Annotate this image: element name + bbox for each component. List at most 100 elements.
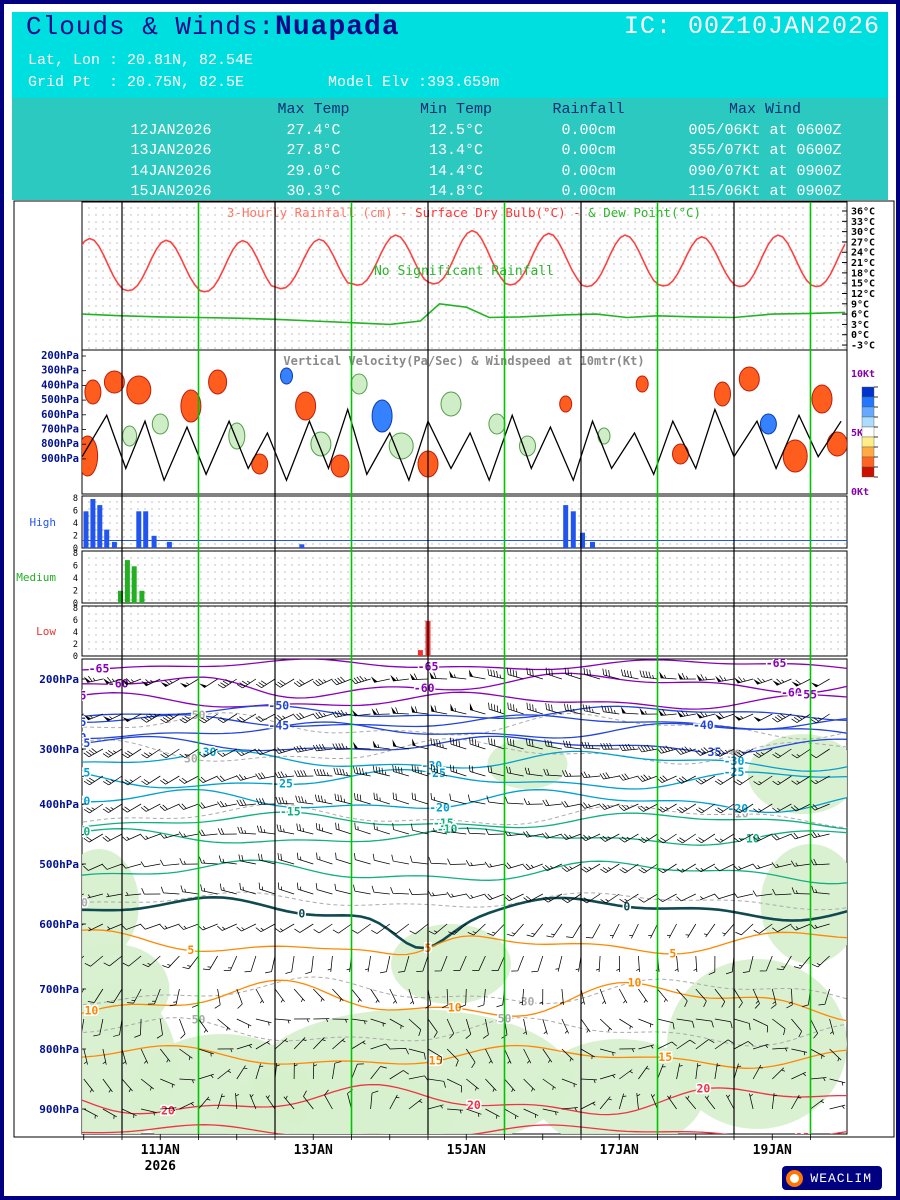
weacclim-logo-icon bbox=[786, 1169, 804, 1187]
vertical-velocity-title: Vertical Velocity(Pa/Sec) & Windspeed at… bbox=[283, 354, 644, 368]
svg-text:20: 20 bbox=[161, 1103, 175, 1117]
svg-text:4: 4 bbox=[73, 628, 78, 638]
svg-text:800hPa: 800hPa bbox=[39, 1043, 79, 1056]
svg-text:-65: -65 bbox=[89, 662, 110, 676]
svg-text:10: 10 bbox=[448, 1001, 462, 1015]
x-axis-date-label: 17JAN bbox=[600, 1143, 639, 1158]
svg-text:0: 0 bbox=[73, 652, 78, 662]
svg-text:-15: -15 bbox=[280, 805, 301, 819]
forecast-col-max-temp: Max Temp bbox=[277, 101, 350, 118]
svg-text:25: 25 bbox=[796, 1131, 810, 1145]
title-prefix: Clouds & Winds: bbox=[26, 12, 276, 42]
svg-text:500hPa: 500hPa bbox=[41, 394, 79, 406]
weacclim-logo-text: WEACLIM bbox=[810, 1170, 872, 1186]
svg-text:4: 4 bbox=[73, 519, 78, 529]
forecast-rainfall: 0.00cm bbox=[561, 121, 616, 139]
svg-text:33°C: 33°C bbox=[851, 217, 875, 228]
svg-text:-10: -10 bbox=[70, 825, 91, 839]
svg-text:900hPa: 900hPa bbox=[39, 1103, 79, 1116]
weacclim-logo: WEACLIM bbox=[782, 1166, 882, 1190]
x-axis-date-label: 13JAN bbox=[294, 1143, 333, 1158]
svg-text:20: 20 bbox=[696, 1081, 710, 1095]
x-axis-date-label: 15JAN bbox=[447, 1143, 486, 1158]
forecast-max-temp: 29.0°C bbox=[286, 162, 341, 180]
gridpt-label: Grid Pt : 20.75N, 82.5E bbox=[28, 74, 245, 91]
svg-text:36°C: 36°C bbox=[851, 207, 875, 218]
forecast-min-temp: 14.8°C bbox=[428, 183, 483, 200]
svg-text:200hPa: 200hPa bbox=[41, 350, 79, 362]
svg-text:700hPa: 700hPa bbox=[41, 424, 79, 436]
cloud-group-label: High bbox=[30, 516, 57, 529]
svg-text:200hPa: 200hPa bbox=[39, 673, 79, 686]
x-axis-year-label: 2026 bbox=[145, 1159, 176, 1174]
svg-text:-3°C: -3°C bbox=[851, 341, 875, 352]
panel-vertical-velocity bbox=[82, 366, 847, 483]
svg-text:-40: -40 bbox=[693, 718, 714, 732]
svg-text:15: 15 bbox=[658, 1050, 672, 1064]
svg-text:500hPa: 500hPa bbox=[39, 858, 79, 871]
no-rainfall-annotation: No Significant Rainfall bbox=[374, 264, 554, 279]
svg-text:8: 8 bbox=[73, 494, 78, 504]
svg-text:10: 10 bbox=[84, 1003, 98, 1017]
svg-text:-25: -25 bbox=[272, 777, 293, 791]
svg-text:-45: -45 bbox=[66, 715, 87, 729]
svg-text:-45: -45 bbox=[268, 719, 289, 733]
forecast-min-temp: 12.5°C bbox=[428, 121, 483, 139]
svg-text:-65: -65 bbox=[766, 656, 787, 670]
forecast-col-min-temp: Min Temp bbox=[419, 101, 492, 118]
svg-text:0: 0 bbox=[73, 599, 78, 609]
header: Clouds & Winds:Nuapada IC: 00Z10JAN2026 … bbox=[12, 12, 888, 200]
svg-text:6: 6 bbox=[73, 616, 78, 626]
svg-text:27°C: 27°C bbox=[851, 237, 875, 248]
svg-text:-20: -20 bbox=[727, 801, 748, 815]
forecast-max-temp: 30.3°C bbox=[286, 183, 341, 200]
svg-text:30: 30 bbox=[184, 752, 198, 766]
svg-text:6: 6 bbox=[73, 562, 78, 572]
svg-text:800hPa: 800hPa bbox=[41, 438, 79, 450]
svg-text:-20: -20 bbox=[70, 794, 91, 808]
svg-text:15°C: 15°C bbox=[851, 279, 875, 290]
svg-text:10: 10 bbox=[628, 975, 642, 989]
forecast-max-wind: 115/06Kt at 0900Z bbox=[688, 183, 842, 200]
svg-text:-20: -20 bbox=[429, 800, 450, 814]
page-title: Clouds & Winds:Nuapada bbox=[26, 12, 400, 43]
svg-text:0Kt: 0Kt bbox=[851, 487, 869, 498]
x-axis-date-label: 19JAN bbox=[753, 1143, 792, 1158]
svg-text:400hPa: 400hPa bbox=[39, 798, 79, 811]
svg-text:21°C: 21°C bbox=[851, 258, 875, 269]
title-row: Clouds & Winds:Nuapada IC: 00Z10JAN2026 bbox=[26, 12, 880, 43]
svg-text:5: 5 bbox=[669, 947, 676, 961]
svg-text:-35: -35 bbox=[701, 745, 722, 759]
svg-text:6: 6 bbox=[73, 507, 78, 517]
svg-text:5Kt: 5Kt bbox=[851, 428, 869, 439]
svg-text:9°C: 9°C bbox=[851, 299, 869, 310]
svg-text:900hPa: 900hPa bbox=[41, 453, 79, 465]
forecast-col-max-wind: Max Wind bbox=[728, 101, 801, 118]
forecast-date: 15JAN2026 bbox=[130, 183, 212, 200]
cloud-group-label: Low bbox=[36, 625, 56, 638]
svg-text:2: 2 bbox=[73, 532, 78, 542]
forecast-rainfall: 0.00cm bbox=[561, 162, 616, 180]
svg-text:700hPa: 700hPa bbox=[39, 983, 79, 996]
init-condition-label: IC: 00Z10JAN2026 bbox=[623, 12, 880, 41]
svg-text:6°C: 6°C bbox=[851, 310, 869, 321]
svg-text:0: 0 bbox=[298, 906, 305, 920]
svg-text:20: 20 bbox=[467, 1098, 481, 1112]
svg-text:-25: -25 bbox=[70, 765, 91, 779]
svg-text:30°C: 30°C bbox=[851, 227, 875, 238]
svg-text:600hPa: 600hPa bbox=[39, 918, 79, 931]
svg-text:3°C: 3°C bbox=[851, 320, 869, 331]
svg-text:-10: -10 bbox=[739, 832, 760, 846]
svg-text:-60: -60 bbox=[414, 681, 435, 695]
forecast-max-wind: 355/07Kt at 0600Z bbox=[688, 142, 842, 159]
meteogram-chart: 3-Hourly Rainfall (cm) - Surface Dry Bul… bbox=[13, 200, 895, 1174]
model-elev-label: Model Elv :393.659m bbox=[328, 74, 500, 91]
svg-text:15: 15 bbox=[429, 1054, 443, 1068]
surface-panel-title: 3-Hourly Rainfall (cm) - Surface Dry Bul… bbox=[227, 205, 701, 220]
forecast-max-wind: 005/06Kt at 0600Z bbox=[688, 121, 842, 139]
forecast-table-background bbox=[12, 98, 888, 200]
svg-text:0: 0 bbox=[623, 899, 630, 913]
forecast-date: 13JAN2026 bbox=[130, 142, 212, 159]
svg-text:2: 2 bbox=[73, 640, 78, 650]
